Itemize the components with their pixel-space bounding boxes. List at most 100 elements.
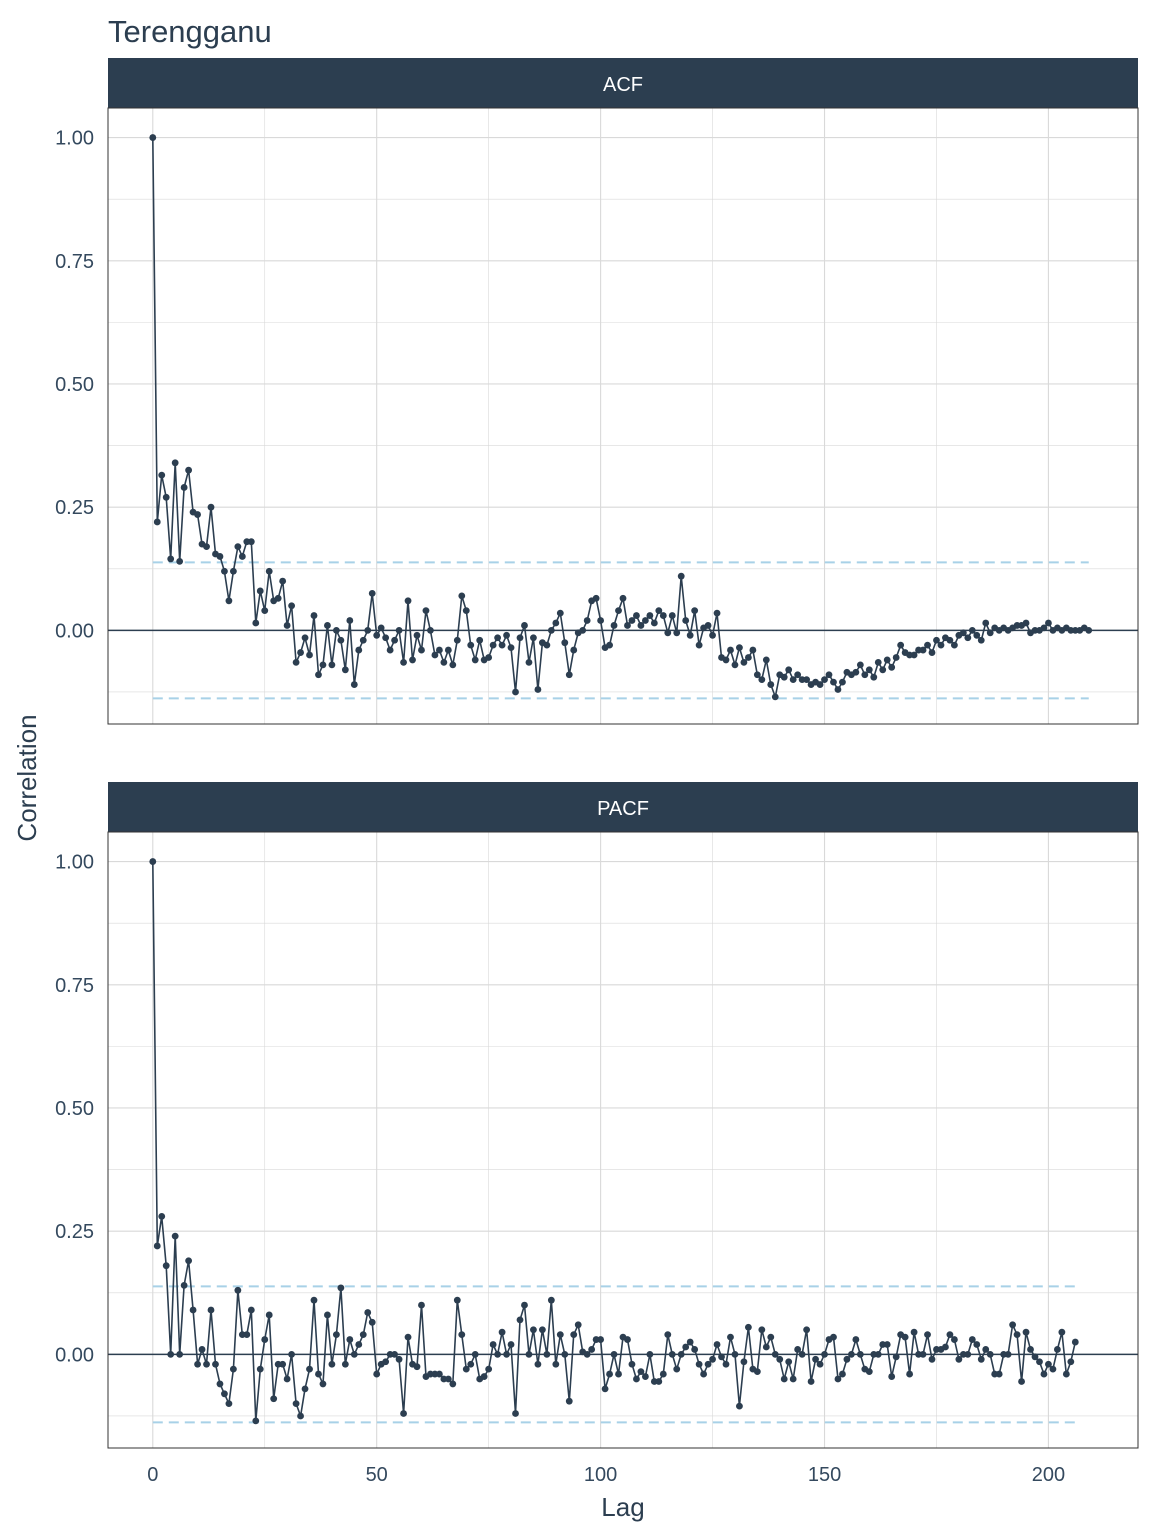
pacf-data-point <box>1067 1358 1075 1366</box>
pacf-data-point <box>498 1328 506 1336</box>
acf-data-point <box>364 626 372 634</box>
pacf-data-point <box>682 1343 690 1351</box>
acf-data-point <box>744 654 752 661</box>
acf-data-point <box>368 590 376 597</box>
acf-data-point <box>937 641 945 649</box>
acf-data-point <box>395 626 403 634</box>
pacf-data-point <box>319 1380 327 1388</box>
acf-data-point <box>498 641 506 649</box>
pacf-data-point <box>543 1350 551 1358</box>
pacf-data-point <box>158 1212 166 1220</box>
pacf-y-tick-label: 0.50 <box>55 1098 94 1120</box>
pacf-data-point <box>767 1333 775 1341</box>
acf-data-point <box>382 634 390 642</box>
acf-data-point <box>512 688 519 696</box>
pacf-data-point <box>762 1343 770 1351</box>
pacf-data-point <box>382 1358 390 1366</box>
acf-y-tick-label: 0.00 <box>55 620 94 642</box>
acf-data-point <box>167 555 175 563</box>
acf-data-point <box>650 619 658 627</box>
acf-data-point <box>583 617 591 624</box>
pacf-data-point <box>270 1395 278 1403</box>
pacf-data-point <box>982 1346 990 1353</box>
acf-data-point <box>274 594 282 602</box>
acf-data-point <box>709 631 716 639</box>
pacf-data-point <box>664 1331 672 1339</box>
pacf-data-point <box>883 1341 891 1348</box>
acf-data-point <box>659 612 667 619</box>
pacf-data-point <box>180 1281 188 1289</box>
acf-data-point <box>377 624 385 632</box>
pacf-data-point <box>207 1306 215 1314</box>
pacf-data-point <box>1053 1346 1061 1353</box>
acf-data-point <box>655 607 663 615</box>
acf-data-point <box>373 631 381 639</box>
pacf-data-point <box>803 1326 811 1334</box>
pacf-data-point <box>798 1350 806 1358</box>
x-tick-label: 0 <box>147 1464 158 1486</box>
acf-data-point <box>686 631 694 639</box>
pacf-data-point <box>355 1341 363 1348</box>
pacf-data-point <box>283 1375 291 1383</box>
pacf-data-point <box>212 1360 219 1368</box>
pacf-data-point <box>194 1360 201 1368</box>
acf-data-point <box>149 134 157 141</box>
acf-data-point <box>727 646 734 654</box>
acf-data-point <box>758 676 766 684</box>
acf-data-point <box>256 587 264 595</box>
pacf-data-point <box>234 1286 242 1294</box>
acf-data-point <box>771 693 779 701</box>
pacf-data-point <box>171 1232 179 1240</box>
pacf-data-point <box>704 1360 712 1368</box>
pacf-data-point <box>583 1350 591 1358</box>
pacf-strip-label: PACF <box>597 798 649 820</box>
pacf-data-point <box>794 1346 802 1353</box>
acf-data-point <box>606 641 613 649</box>
acf-data-point <box>865 666 873 674</box>
pacf-data-point <box>574 1321 582 1329</box>
pacf-data-point <box>821 1350 828 1358</box>
pacf-data-point <box>637 1368 645 1376</box>
pacf-data-point <box>677 1350 685 1358</box>
pacf-data-point <box>776 1355 784 1363</box>
pacf-data-point <box>606 1370 613 1378</box>
pacf-data-point <box>950 1336 958 1343</box>
pacf-data-point <box>852 1336 860 1343</box>
pacf-panel-border <box>107 831 1139 1449</box>
acf-data-point <box>185 466 193 474</box>
acf-data-point <box>1040 624 1048 632</box>
acf-data-point <box>561 639 569 647</box>
pacf-data-point <box>865 1368 873 1376</box>
pacf-data-point <box>444 1375 452 1383</box>
acf-strip <box>108 58 1138 108</box>
pacf-data-point <box>503 1350 510 1358</box>
pacf-data-point <box>695 1360 703 1368</box>
acf-data-point <box>203 543 210 550</box>
pacf-y-tick-label: 0.75 <box>55 975 94 997</box>
pacf-data-point <box>176 1350 184 1358</box>
pacf-data-point <box>789 1375 797 1383</box>
acf-data-point <box>892 654 900 661</box>
acf-data-point <box>968 626 976 634</box>
acf-data-point <box>543 641 551 649</box>
acf-data-point <box>619 594 627 602</box>
pacf-data-point <box>229 1365 237 1373</box>
pacf-data-point <box>507 1341 515 1348</box>
acf-data-point <box>628 617 636 624</box>
acf-data-point <box>301 634 309 642</box>
pacf-data-point <box>995 1370 1003 1378</box>
acf-data-point <box>964 634 972 642</box>
pacf-data-point <box>973 1341 981 1348</box>
acf-data-point <box>525 659 533 666</box>
acf-data-point <box>959 629 967 637</box>
pacf-data-point <box>986 1350 994 1358</box>
pacf-data-point <box>458 1331 466 1339</box>
acf-data-point <box>982 619 990 627</box>
acf-data-point <box>404 597 412 605</box>
pacf-data-point <box>404 1333 412 1341</box>
pacf-data-point <box>928 1355 936 1363</box>
acf-data-point <box>933 636 940 644</box>
acf-data-point <box>668 612 676 619</box>
pacf-data-point <box>1040 1370 1048 1378</box>
